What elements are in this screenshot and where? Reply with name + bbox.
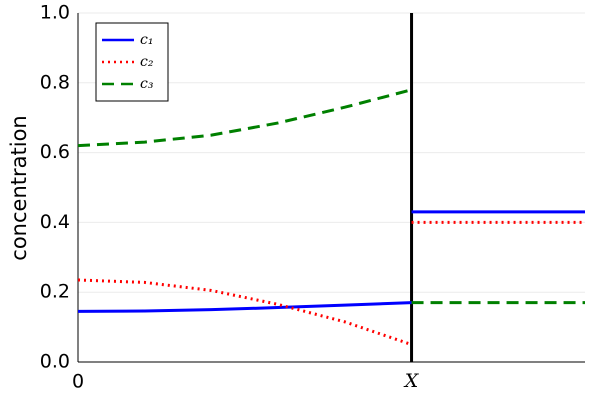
series-line: [77, 301, 412, 313]
y-tick-label: 0.4: [40, 211, 70, 233]
legend-label: c₂: [140, 54, 154, 70]
y-tick-label: 0.8: [40, 71, 70, 93]
legend-label: c₃: [140, 76, 154, 92]
y-tick-label: 0.6: [40, 141, 70, 163]
legend-label: c₁: [140, 32, 153, 48]
y-tick-label: 1.0: [40, 2, 70, 24]
legend: c₁ c₂ c₃: [95, 22, 169, 102]
y-tick-label: 0.0: [40, 351, 70, 373]
x-tick-label: 0: [72, 371, 84, 393]
x-tick-label: X: [403, 370, 420, 392]
y-tick-label: 0.2: [40, 281, 70, 303]
series-line: [77, 278, 413, 346]
y-axis-label: concentration: [7, 115, 31, 260]
